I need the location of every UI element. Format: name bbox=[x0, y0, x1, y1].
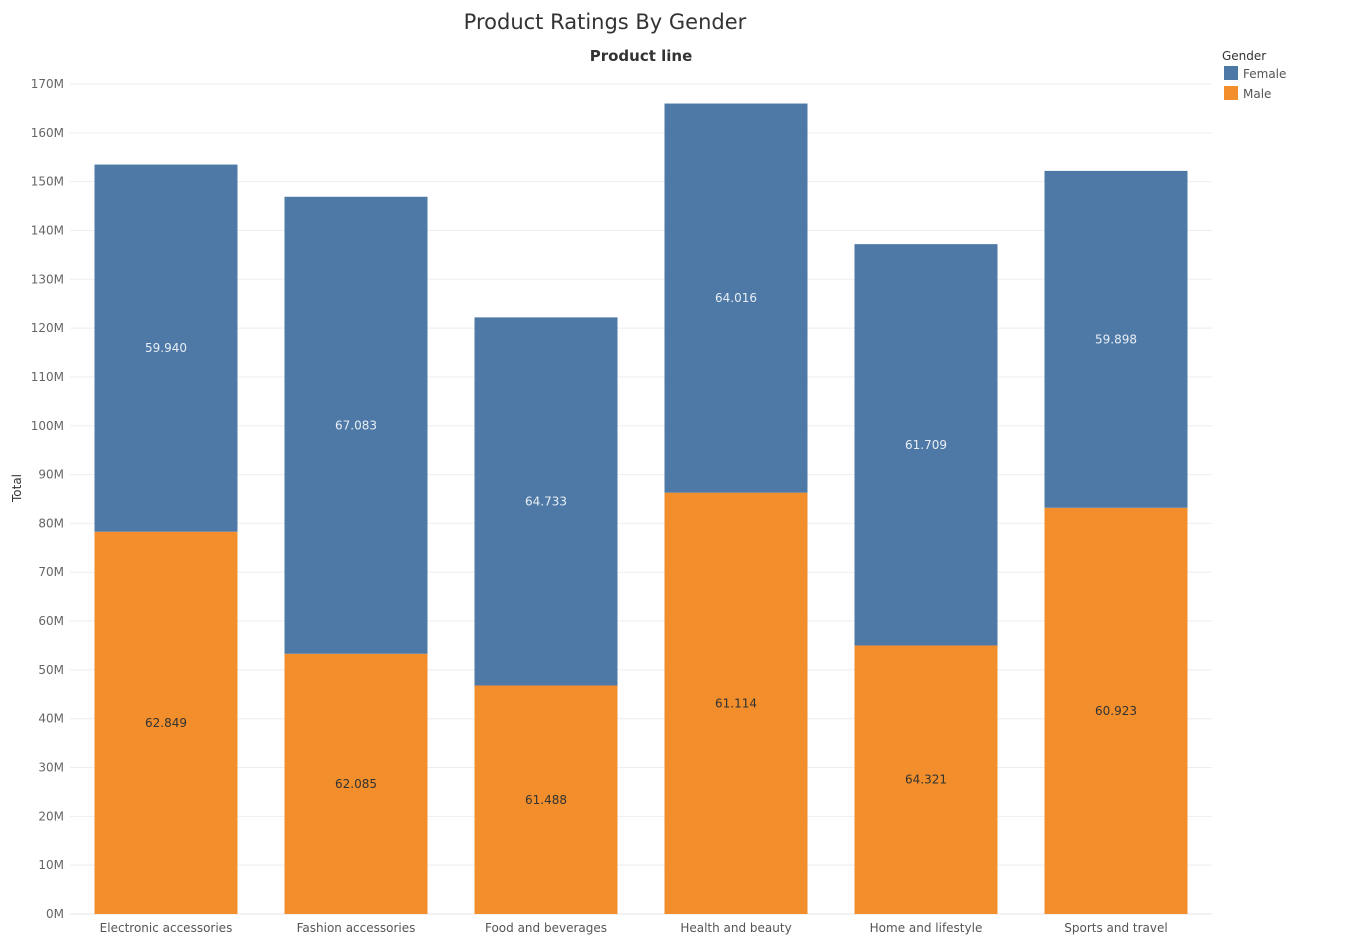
legend: Gender Female Male bbox=[1222, 49, 1286, 101]
y-tick-label: 20M bbox=[38, 809, 64, 823]
bar-label-male: 60.923 bbox=[1095, 704, 1137, 718]
y-tick-label: 30M bbox=[38, 761, 64, 775]
legend-swatch-male[interactable] bbox=[1224, 86, 1238, 100]
y-axis-label: Total bbox=[10, 474, 24, 503]
y-tick-label: 90M bbox=[38, 468, 64, 482]
bar-female[interactable] bbox=[664, 103, 808, 493]
bar-label-female: 61.709 bbox=[905, 438, 947, 452]
x-axis-labels: Electronic accessories Fashion accessorie… bbox=[100, 921, 1168, 935]
legend-title: Gender bbox=[1222, 49, 1266, 63]
y-tick-label: 120M bbox=[31, 321, 64, 335]
y-tick-label: 70M bbox=[38, 565, 64, 579]
y-tick-label: 130M bbox=[31, 272, 64, 286]
y-tick-label: 40M bbox=[38, 712, 64, 726]
y-tick-label: 140M bbox=[31, 223, 64, 237]
legend-swatch-female[interactable] bbox=[1224, 66, 1238, 80]
y-tick-label: 80M bbox=[38, 516, 64, 530]
bar-female[interactable] bbox=[474, 317, 618, 686]
bar-label-female: 59.898 bbox=[1095, 332, 1137, 346]
bar-female[interactable] bbox=[94, 164, 238, 532]
bar-label-male: 62.085 bbox=[335, 777, 377, 791]
legend-label-male[interactable]: Male bbox=[1243, 87, 1271, 101]
bar-label-male: 64.321 bbox=[905, 773, 947, 787]
bar-male[interactable] bbox=[474, 685, 618, 914]
y-tick-label: 160M bbox=[31, 126, 64, 140]
y-tick-label: 100M bbox=[31, 419, 64, 433]
bar-label-female: 64.016 bbox=[715, 291, 757, 305]
y-tick-label: 170M bbox=[31, 77, 64, 91]
y-tick-label: 0M bbox=[46, 907, 64, 921]
bar-label-male: 62.849 bbox=[145, 716, 187, 730]
x-tick-label: Electronic accessories bbox=[100, 921, 233, 935]
bar-label-male: 61.488 bbox=[525, 793, 567, 807]
bar-female[interactable] bbox=[1044, 170, 1188, 508]
x-tick-label: Sports and travel bbox=[1064, 921, 1167, 935]
bar-male[interactable] bbox=[94, 531, 238, 914]
x-tick-label: Fashion accessories bbox=[297, 921, 416, 935]
y-tick-label: 10M bbox=[38, 858, 64, 872]
x-tick-label: Health and beauty bbox=[680, 921, 791, 935]
bar-label-female: 59.940 bbox=[145, 341, 187, 355]
y-tick-label: 60M bbox=[38, 614, 64, 628]
y-tick-label: 50M bbox=[38, 663, 64, 677]
chart-title: Product Ratings By Gender bbox=[464, 10, 747, 34]
gridlines bbox=[70, 83, 1212, 915]
x-tick-label: Home and lifestyle bbox=[870, 921, 983, 935]
bar-female[interactable] bbox=[854, 244, 998, 646]
bar-male[interactable] bbox=[854, 645, 998, 914]
bar-male[interactable] bbox=[664, 492, 808, 914]
bars: 62.849 59.940 62.085 67.083 61.488 64.733 61.1… bbox=[94, 103, 1188, 914]
column-header: Product line bbox=[590, 47, 693, 65]
bar-female[interactable] bbox=[284, 196, 428, 654]
bar-label-female: 67.083 bbox=[335, 418, 377, 432]
y-tick-label: 150M bbox=[31, 175, 64, 189]
bar-male[interactable] bbox=[284, 653, 428, 914]
bar-label-male: 61.114 bbox=[715, 696, 757, 710]
y-tick-label: 110M bbox=[31, 370, 64, 384]
x-tick-label: Food and beverages bbox=[485, 921, 607, 935]
legend-label-female[interactable]: Female bbox=[1243, 67, 1286, 81]
y-axis-ticks: 0M 10M 20M 30M 40M 50M 60M 70M 80M 90M 100M 110M 120… bbox=[31, 77, 64, 921]
bar-male[interactable] bbox=[1044, 507, 1188, 914]
bar-label-female: 64.733 bbox=[525, 494, 567, 508]
